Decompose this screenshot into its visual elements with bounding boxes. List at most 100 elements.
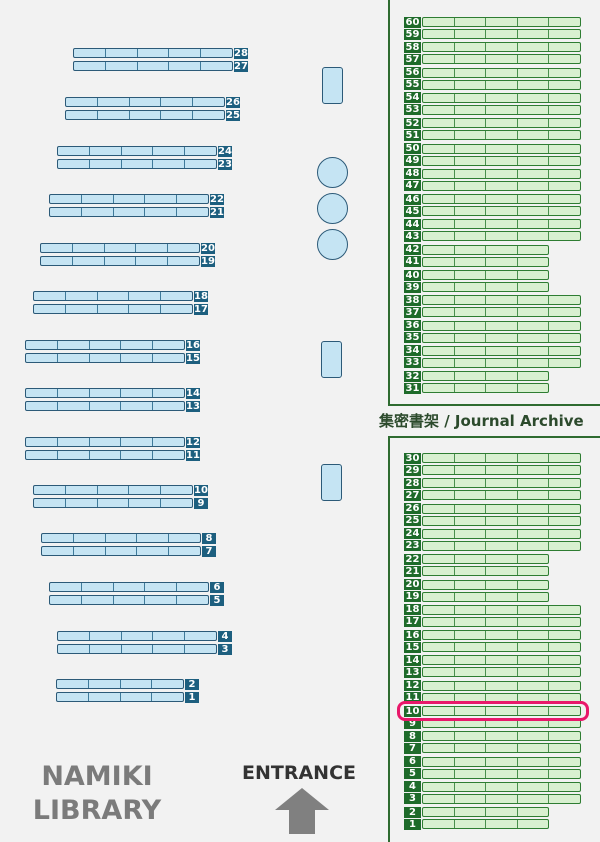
shelf-19[interactable] [40,256,200,266]
shelf-section [485,719,517,727]
shelf-25[interactable] [422,515,581,526]
shelf-4[interactable] [57,631,217,641]
shelf-24[interactable] [422,528,581,539]
shelf-30[interactable] [422,453,581,463]
shelf-section [104,547,137,555]
shelf-29[interactable] [422,465,581,475]
shelf-3[interactable] [422,793,581,804]
shelf-16[interactable] [422,630,581,641]
shelf-38[interactable] [422,295,581,306]
shelf-60[interactable] [422,17,581,27]
shelf-section [548,617,580,626]
library-name-line-1: NAMIKI [41,761,153,792]
shelf-58[interactable] [422,42,581,53]
shelf-20[interactable] [40,243,200,253]
shelf-26[interactable] [422,503,581,514]
shelf-55[interactable] [422,79,581,90]
shelf-5[interactable] [49,595,209,605]
shelf-59[interactable] [422,29,581,39]
shelf-24[interactable] [57,146,217,156]
shelf-number-label: 17 [194,303,208,315]
shelf-20[interactable] [422,579,549,590]
shelf-34[interactable] [422,345,581,356]
shelf-section [485,555,517,564]
shelf-27[interactable] [422,490,581,501]
shelf-number-label: 1 [185,691,199,703]
shelf-6[interactable] [49,582,209,592]
shelf-10[interactable] [422,706,581,716]
shelf-23[interactable] [422,540,581,551]
shelf-49[interactable] [422,155,581,166]
shelf-26[interactable] [65,97,225,107]
shelf-22[interactable] [422,554,549,565]
shelf-15[interactable] [25,353,185,363]
shelf-3[interactable] [57,644,217,654]
shelf-18[interactable] [33,291,193,301]
shelf-8[interactable] [41,533,201,543]
shelf-53[interactable] [422,104,581,115]
shelf-40[interactable] [422,270,549,280]
shelf-7[interactable] [41,546,201,556]
shelf-6[interactable] [422,756,581,767]
shelf-21[interactable] [422,566,549,577]
shelf-46[interactable] [422,194,581,205]
shelf-41[interactable] [422,256,549,267]
shelf-37[interactable] [422,307,581,318]
shelf-45[interactable] [422,206,581,217]
shelf-54[interactable] [422,92,581,103]
shelf-32[interactable] [422,371,549,382]
shelf-section [485,504,517,513]
shelf-1[interactable] [56,692,184,702]
shelf-39[interactable] [422,282,549,292]
shelf-section [516,220,549,229]
shelf-14[interactable] [422,655,581,666]
entrance-label: ENTRANCE [242,762,356,784]
shelf-9[interactable] [33,498,193,508]
shelf-50[interactable] [422,143,581,154]
shelf-14[interactable] [25,388,185,398]
shelf-27[interactable] [73,61,233,71]
shelf-1[interactable] [422,819,549,830]
shelf-57[interactable] [422,54,581,65]
shelf-43[interactable] [422,231,581,242]
shelf-23[interactable] [57,159,217,169]
shelf-section [485,479,517,488]
shelf-31[interactable] [422,383,549,394]
shelf-42[interactable] [422,244,549,255]
shelf-47[interactable] [422,180,581,191]
shelf-21[interactable] [49,207,209,217]
shelf-2[interactable] [422,807,549,818]
shelf-2[interactable] [56,679,184,689]
shelf-17[interactable] [33,304,193,314]
shelf-section [516,232,549,241]
shelf-12[interactable] [422,680,581,691]
shelf-48[interactable] [422,168,581,179]
shelf-13[interactable] [422,667,581,678]
shelf-10[interactable] [33,485,193,495]
shelf-52[interactable] [422,118,581,129]
shelf-section [485,744,517,753]
shelf-44[interactable] [422,219,581,230]
shelf-7[interactable] [422,743,581,754]
shelf-13[interactable] [25,401,185,411]
shelf-51[interactable] [422,130,581,141]
shelf-17[interactable] [422,616,581,627]
shelf-36[interactable] [422,320,581,331]
shelf-56[interactable] [422,67,581,78]
shelf-16[interactable] [25,340,185,350]
shelf-section [192,98,224,106]
shelf-12[interactable] [25,437,185,447]
shelf-4[interactable] [422,781,581,792]
shelf-19[interactable] [422,591,549,602]
shelf-11[interactable] [25,450,185,460]
shelf-35[interactable] [422,332,581,343]
shelf-22[interactable] [49,194,209,204]
shelf-28[interactable] [422,478,581,489]
shelf-25[interactable] [65,110,225,120]
shelf-5[interactable] [422,768,581,779]
shelf-28[interactable] [73,48,233,58]
shelf-15[interactable] [422,642,581,653]
shelf-8[interactable] [422,731,581,742]
shelf-33[interactable] [422,357,581,368]
shelf-18[interactable] [422,604,581,615]
